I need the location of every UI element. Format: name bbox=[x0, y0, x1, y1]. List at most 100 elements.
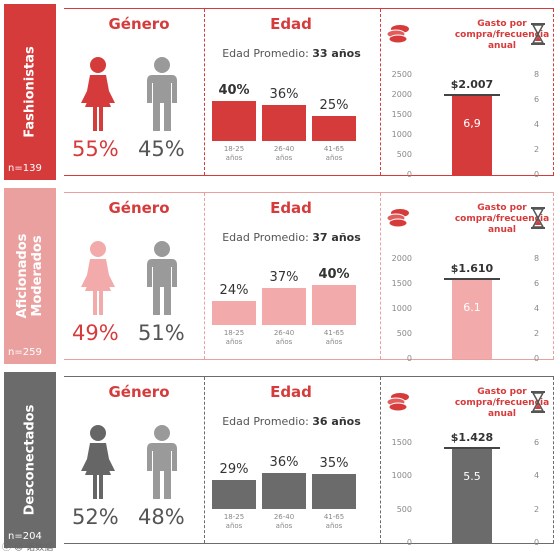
left-axis-tick: 1000 bbox=[391, 471, 412, 481]
age-category-label: 41-65 años bbox=[323, 513, 345, 530]
right-axis-tick: 0 bbox=[534, 538, 540, 547]
edad-promedio: Edad Promedio: 36 años bbox=[204, 415, 379, 428]
panel-aficionados-moderados: Aficionados Moderados n=259 Género 49% 5… bbox=[4, 188, 556, 364]
coins-icon bbox=[386, 209, 409, 228]
frecuencia-label: 6.1 bbox=[463, 300, 481, 314]
female-percentage: 55% bbox=[72, 137, 119, 161]
left-axis-tick: 1500 bbox=[391, 279, 412, 288]
gasto-top-line bbox=[444, 93, 500, 96]
gasto-amount-label: $1.610 bbox=[450, 261, 494, 275]
edad-title: Edad bbox=[270, 383, 312, 401]
left-axis-tick: 0 bbox=[406, 170, 412, 179]
male-percentage: 51% bbox=[138, 321, 185, 345]
hourglass-icon bbox=[531, 207, 545, 229]
right-axis-tick: 2 bbox=[534, 145, 540, 154]
right-axis-tick: 0 bbox=[534, 170, 540, 179]
age-bar bbox=[262, 288, 306, 325]
edad-promedio-label: Edad Promedio: bbox=[222, 47, 309, 60]
frecuencia-label: 6,9 bbox=[463, 116, 481, 130]
left-axis-tick: 2500 bbox=[391, 70, 412, 79]
age-value-label: 25% bbox=[319, 98, 349, 113]
hourglass-icon bbox=[531, 391, 545, 413]
left-axis-tick: 500 bbox=[396, 150, 412, 159]
left-axis-tick: 500 bbox=[396, 504, 412, 514]
female-icon bbox=[81, 241, 115, 315]
right-axis-tick: 6 bbox=[534, 95, 540, 104]
age-category-label: 41-65 años bbox=[323, 145, 345, 162]
gasto-bar bbox=[452, 447, 492, 543]
age-category-label: 26-40 años bbox=[273, 145, 295, 162]
age-category-label: 26-40 años bbox=[273, 329, 295, 346]
male-icon bbox=[147, 241, 177, 315]
male-percentage: 45% bbox=[138, 137, 185, 161]
edad-promedio-label: Edad Promedio: bbox=[222, 231, 309, 244]
right-axis-tick: 4 bbox=[534, 304, 540, 313]
gasto-title: Gasto por compra/frecuencia anual bbox=[454, 19, 550, 51]
edad-promedio: Edad Promedio: 33 años bbox=[204, 47, 379, 60]
panel-frame: Género 55% 45% Edad Edad Promedio: 33 añ… bbox=[64, 8, 554, 179]
genero-title: Género bbox=[108, 199, 170, 217]
age-category-label: 18-25 años bbox=[223, 329, 245, 346]
hourglass-icon bbox=[531, 23, 545, 45]
segment-name: Desconectados bbox=[22, 404, 38, 516]
age-category-label: 18-25 años bbox=[223, 145, 245, 162]
gasto-amount-label: $1.428 bbox=[450, 430, 494, 444]
left-axis-tick: 1000 bbox=[391, 304, 412, 313]
sample-size: n=204 bbox=[8, 531, 42, 542]
age-bar bbox=[212, 480, 256, 509]
segment-name: Fashionistas bbox=[22, 46, 38, 138]
age-bar bbox=[212, 301, 256, 325]
right-axis-tick: 0 bbox=[534, 354, 540, 363]
age-value-label: 40% bbox=[318, 267, 350, 282]
male-icon bbox=[147, 57, 177, 131]
age-value-label: 37% bbox=[269, 270, 299, 285]
edad-promedio-value: 33 años bbox=[312, 47, 361, 60]
left-axis-tick: 0 bbox=[406, 354, 412, 363]
right-axis-tick: 4 bbox=[534, 120, 540, 129]
right-axis-tick: 2 bbox=[534, 504, 540, 514]
right-axis-tick: 8 bbox=[534, 254, 540, 263]
age-value-label: 36% bbox=[269, 87, 299, 102]
genero-title: Género bbox=[108, 15, 170, 33]
sample-size: n=139 bbox=[8, 163, 42, 174]
gasto-top-line bbox=[444, 446, 500, 449]
age-value-label: 35% bbox=[319, 456, 349, 471]
male-percentage: 48% bbox=[138, 505, 185, 529]
panel-fashionistas: Fashionistas n=139 Género 55% 45% Edad E… bbox=[4, 4, 556, 180]
left-axis-tick: 1500 bbox=[391, 110, 412, 119]
panel-frame: Género 52% 48% Edad Edad Promedio: 36 añ… bbox=[64, 376, 554, 547]
male-icon bbox=[147, 425, 177, 499]
coins-icon bbox=[386, 25, 409, 44]
age-bar bbox=[312, 474, 356, 509]
edad-promedio: Edad Promedio: 37 años bbox=[204, 231, 379, 244]
panel-desconectados: Desconectados n=204 Género 52% 48% Edad … bbox=[4, 372, 556, 548]
segment-sidebar: Aficionados Moderados n=259 bbox=[4, 188, 56, 364]
age-value-label: 24% bbox=[219, 283, 249, 298]
female-icon bbox=[81, 425, 115, 499]
age-category-label: 18-25 años bbox=[223, 513, 245, 530]
frecuencia-label: 5.5 bbox=[463, 469, 481, 483]
age-category-label: 26-40 años bbox=[273, 513, 295, 530]
edad-title: Edad bbox=[270, 199, 312, 217]
age-category-label: 41-65 años bbox=[323, 329, 345, 346]
edad-promedio-label: Edad Promedio: bbox=[222, 415, 309, 428]
right-axis-tick: 6 bbox=[534, 438, 540, 447]
age-bar bbox=[262, 473, 306, 509]
segment-name: Aficionados Moderados bbox=[15, 233, 45, 319]
segment-sidebar: Desconectados n=204 bbox=[4, 372, 56, 548]
age-bar bbox=[212, 101, 256, 141]
gasto-title: Gasto por compra/frecuencia anual bbox=[454, 387, 550, 419]
right-axis-tick: 4 bbox=[534, 471, 540, 481]
left-axis-tick: 500 bbox=[396, 329, 412, 338]
left-axis-tick: 2000 bbox=[391, 254, 412, 263]
left-axis-tick: 0 bbox=[406, 538, 412, 547]
gasto-title: Gasto por compra/frecuencia anual bbox=[454, 203, 550, 235]
age-value-label: 36% bbox=[269, 455, 299, 470]
edad-promedio-value: 37 años bbox=[312, 231, 361, 244]
left-axis-tick: 1000 bbox=[391, 130, 412, 139]
edad-promedio-value: 36 años bbox=[312, 415, 361, 428]
watermark: ⓒ ☺ 诺数据 bbox=[2, 543, 54, 553]
left-axis-tick: 2000 bbox=[391, 90, 412, 99]
left-axis-tick: 1500 bbox=[391, 438, 412, 447]
age-bar bbox=[312, 285, 356, 325]
